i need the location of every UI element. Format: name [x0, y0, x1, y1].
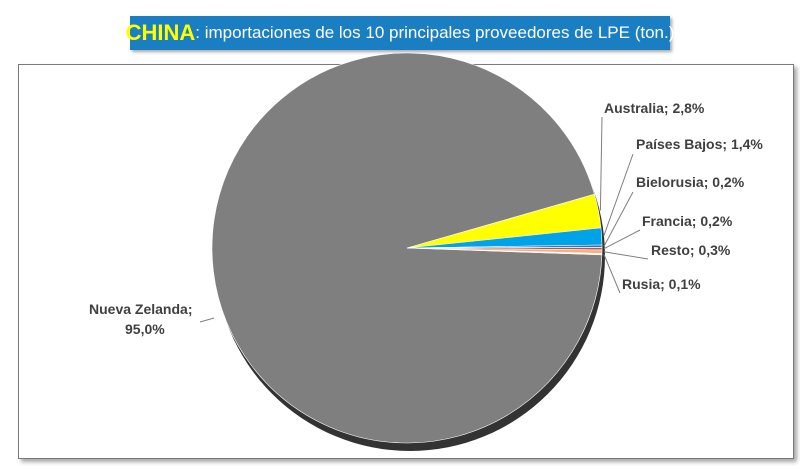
chart-title-text: : importaciones de los 10 principales pr…: [195, 23, 675, 42]
data-label: Resto; 0,3%: [651, 242, 731, 258]
leader-line: [599, 116, 603, 211]
leader-line: [603, 229, 641, 250]
chart-title-bar: CHINA : importaciones de los 10 principa…: [126, 16, 674, 50]
data-label: Francia; 0,2%: [642, 213, 733, 229]
leader-line: [603, 191, 634, 247]
pie-slice-rusia: [406, 247, 603, 256]
leader-line: [603, 153, 634, 237]
data-label: Nueva Zelanda; 95,0%: [89, 301, 192, 337]
leader-line: [603, 254, 621, 294]
leader-line: [603, 251, 649, 260]
data-label: Bielorusia; 0,2%: [636, 174, 745, 190]
data-label: Rusia; 0,1%: [622, 276, 701, 292]
chart-title-country: CHINA: [125, 20, 196, 45]
pie-slice-nueva-zelanda: [211, 52, 603, 444]
data-label: Australia; 2,8%: [604, 100, 705, 116]
data-label: Países Bajos; 1,4%: [636, 136, 763, 152]
leader-line: [199, 317, 215, 323]
